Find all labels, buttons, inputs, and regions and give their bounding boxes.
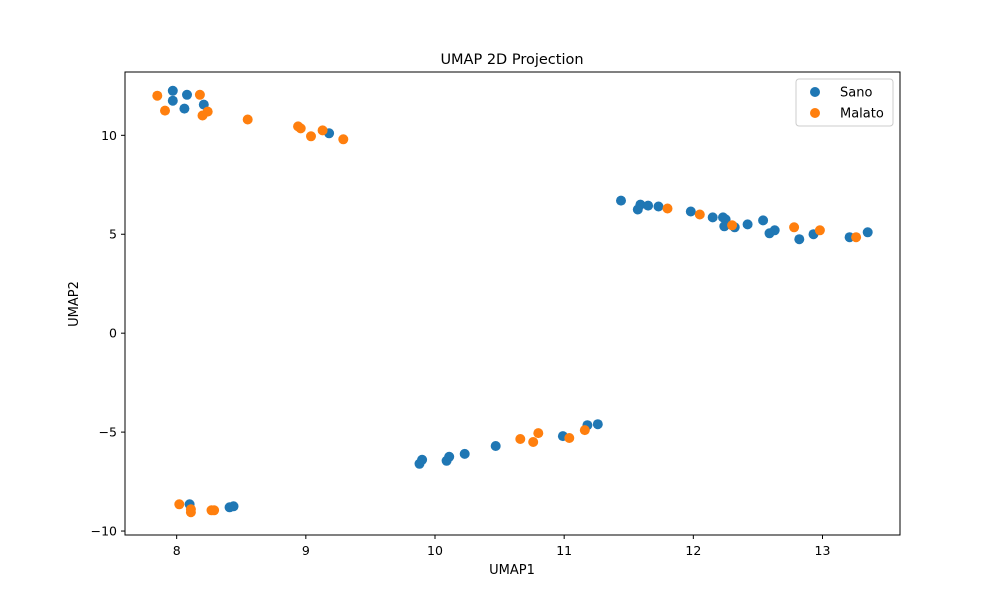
point-sano-18: [758, 215, 769, 226]
point-malato-17: [515, 434, 526, 444]
x-tick-label: 11: [556, 543, 572, 558]
point-malato-9: [306, 131, 316, 142]
point-malato-1: [194, 89, 205, 100]
point-sano-28: [444, 451, 455, 462]
legend: Sano Malato: [795, 78, 894, 127]
point-malato-19: [528, 437, 539, 447]
x-tick-label: 10: [427, 543, 443, 558]
point-sano-6: [616, 195, 626, 206]
point-sano-4: [179, 103, 190, 114]
point-malato-4: [197, 110, 208, 121]
y-axis-ticks: −10 −5 0 5 10: [91, 128, 125, 539]
point-malato-12: [694, 209, 705, 220]
point-sano-26: [417, 454, 428, 465]
y-axis-label: UMAP2: [67, 281, 82, 327]
legend-marker-malato: [810, 108, 820, 118]
y-tick-label: −5: [99, 425, 117, 440]
point-sano-30: [490, 441, 501, 451]
point-sano-36: [228, 501, 239, 512]
point-malato-26: [209, 505, 220, 516]
point-malato-0: [152, 90, 163, 101]
y-tick-label: 5: [109, 227, 117, 242]
x-tick-label: 9: [302, 543, 310, 558]
plot-frame: [124, 71, 901, 536]
point-malato-16: [851, 232, 862, 243]
point-malato-18: [533, 428, 544, 439]
point-malato-22: [174, 499, 185, 510]
point-malato-20: [564, 433, 575, 443]
point-sano-29: [459, 448, 470, 459]
point-malato-8: [317, 125, 328, 136]
y-tick-label: 0: [109, 326, 117, 341]
point-malato-11: [662, 203, 673, 214]
point-malato-5: [242, 114, 253, 125]
point-malato-2: [160, 105, 170, 116]
point-sano-0: [167, 85, 178, 96]
data-points-layer: [152, 85, 873, 518]
point-sano-24: [862, 227, 873, 238]
point-sano-2: [167, 95, 178, 106]
point-malato-24: [185, 507, 196, 518]
point-sano-21: [794, 234, 805, 245]
x-tick-label: 12: [685, 543, 701, 558]
point-sano-1: [182, 89, 192, 100]
point-sano-15: [719, 221, 730, 232]
x-tick-label: 8: [173, 543, 181, 558]
legend-label-malato: Malato: [840, 107, 884, 122]
point-sano-11: [685, 206, 696, 217]
chart-title: UMAP 2D Projection: [440, 52, 583, 68]
point-sano-9: [653, 201, 664, 212]
legend-box: [795, 78, 894, 127]
y-tick-label: 10: [101, 128, 117, 143]
point-malato-14: [789, 222, 800, 233]
point-malato-10: [338, 134, 349, 145]
point-sano-10: [632, 204, 643, 215]
point-sano-17: [742, 219, 753, 230]
point-sano-20: [764, 228, 775, 239]
point-sano-8: [643, 200, 654, 211]
x-axis-ticks: 8 9 10 11 12 13: [173, 535, 831, 558]
x-tick-label: 13: [815, 543, 831, 558]
point-sano-33: [592, 419, 603, 430]
point-malato-13: [727, 220, 738, 231]
legend-label-sano: Sano: [840, 86, 872, 101]
y-tick-label: −10: [91, 524, 117, 539]
legend-marker-sano: [810, 87, 820, 97]
point-malato-21: [579, 425, 590, 436]
point-malato-7: [295, 123, 306, 134]
point-sano-12: [707, 212, 718, 223]
x-axis-label: UMAP1: [489, 563, 535, 578]
point-malato-15: [814, 225, 825, 236]
